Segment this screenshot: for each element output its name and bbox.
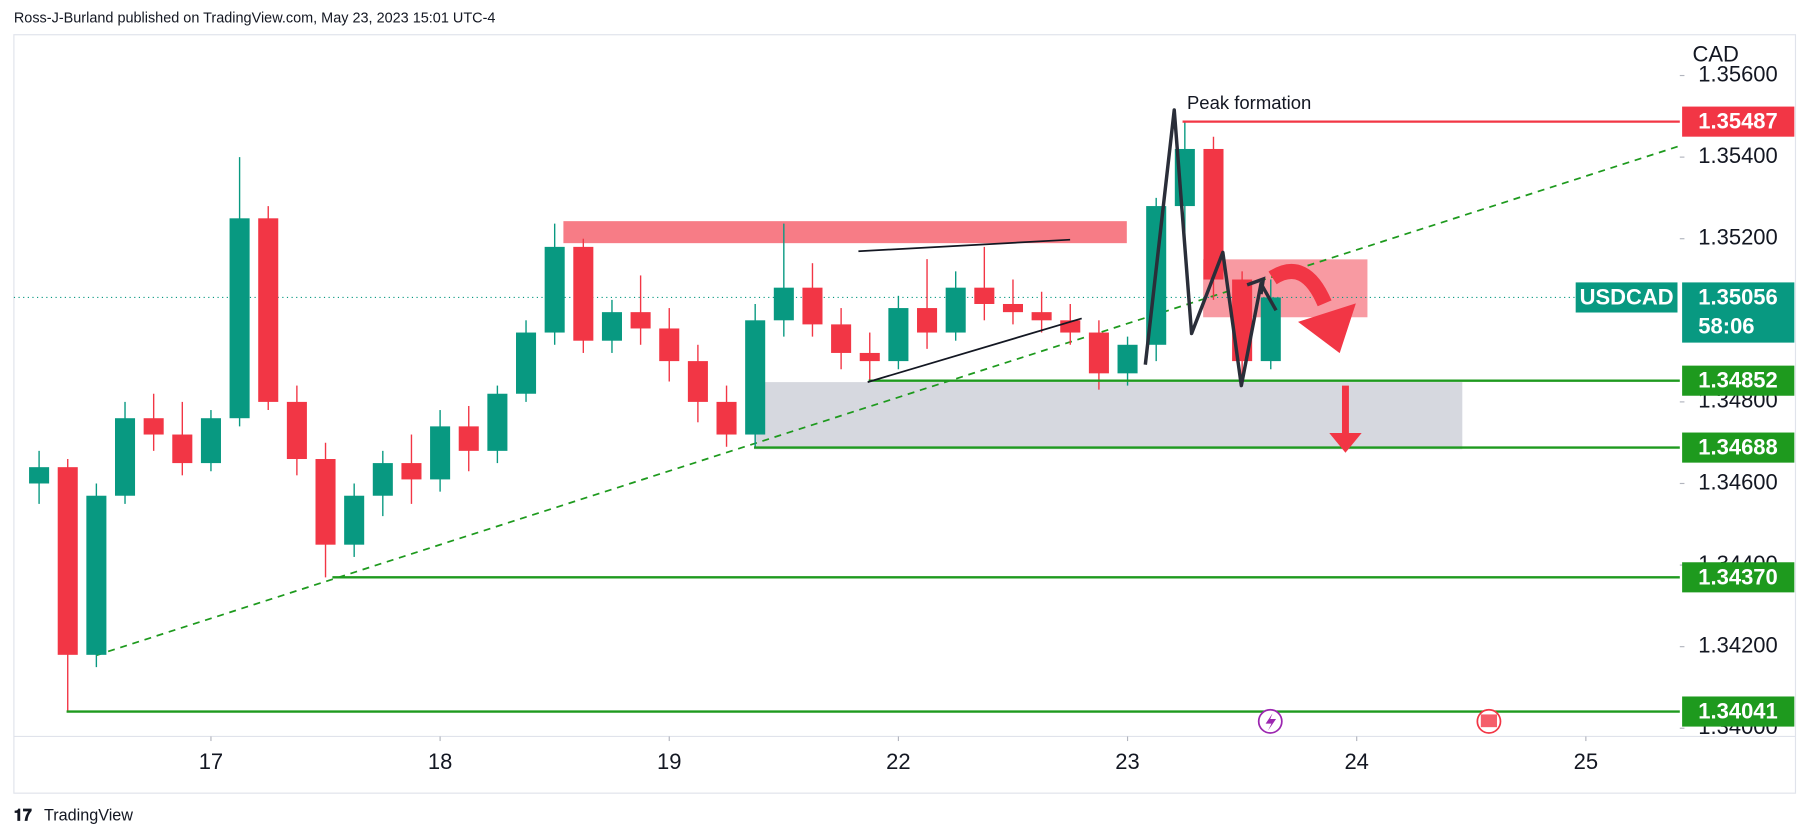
candle-body bbox=[917, 308, 938, 333]
footer-logo-mark: 𝟏𝟕 bbox=[14, 807, 32, 825]
price-box bbox=[1682, 282, 1795, 343]
candle-body bbox=[258, 218, 279, 402]
y-tick-label: 1.35200 bbox=[1698, 225, 1777, 250]
x-tick-label: 23 bbox=[1115, 749, 1139, 774]
candle-body bbox=[430, 426, 451, 480]
symbol-box bbox=[1575, 282, 1678, 313]
candle-body bbox=[716, 401, 737, 435]
candle-body bbox=[114, 418, 136, 496]
candle-body bbox=[831, 324, 852, 353]
chart-frame bbox=[13, 34, 1797, 794]
curved-arrow-head bbox=[1298, 303, 1356, 354]
countdown-label: 58:06 bbox=[1698, 313, 1754, 338]
footer-logo: TradingView bbox=[44, 807, 133, 825]
x-tick-label: 22 bbox=[886, 749, 910, 774]
trendline bbox=[95, 145, 1681, 657]
candle-body bbox=[172, 434, 193, 464]
resistance-zone bbox=[563, 221, 1127, 244]
currency: CAD bbox=[1693, 41, 1739, 66]
candle-body bbox=[458, 426, 479, 451]
levels bbox=[66, 120, 1680, 713]
x-tick-label: 18 bbox=[428, 749, 452, 774]
level-label: 1.34852 bbox=[1698, 368, 1777, 393]
candle-body bbox=[659, 328, 680, 362]
candle-body bbox=[945, 287, 966, 333]
candle-body bbox=[344, 495, 365, 545]
candle-body bbox=[516, 332, 537, 394]
annotation: Peak formation bbox=[1187, 92, 1311, 113]
x-tick-label: 19 bbox=[657, 749, 681, 774]
level-box bbox=[1682, 365, 1795, 396]
curved-arrow bbox=[1268, 263, 1332, 307]
candle-body bbox=[1031, 312, 1052, 321]
candle-body bbox=[1117, 344, 1138, 374]
event-flag-fill bbox=[1480, 714, 1498, 728]
down-arrow-head bbox=[1329, 433, 1362, 453]
candle-body bbox=[229, 218, 250, 419]
candle-body bbox=[573, 246, 594, 341]
candle-body bbox=[1088, 332, 1109, 374]
candle-body bbox=[200, 418, 221, 464]
zigzag-arrow bbox=[1246, 276, 1266, 295]
candle-body bbox=[286, 401, 307, 460]
x-tick-label: 25 bbox=[1574, 749, 1598, 774]
candle-body bbox=[29, 467, 50, 484]
candle-body bbox=[86, 495, 107, 655]
candle-body bbox=[1002, 303, 1024, 313]
symbol-label: USDCAD bbox=[1580, 284, 1674, 309]
candle-body bbox=[888, 308, 909, 362]
y-tick-label: 1.35600 bbox=[1698, 61, 1777, 86]
level-box bbox=[1682, 432, 1795, 463]
candle-body bbox=[487, 393, 508, 451]
candle-body bbox=[974, 287, 995, 304]
candle-body bbox=[1232, 279, 1253, 362]
event-icon-bolt bbox=[1265, 713, 1277, 731]
candle-body bbox=[372, 463, 393, 496]
candle-body bbox=[773, 287, 794, 321]
x-tick-label: 17 bbox=[199, 749, 223, 774]
level-label: 1.34041 bbox=[1698, 698, 1777, 723]
y-tick-label: 1.35400 bbox=[1698, 143, 1777, 168]
drawings-back bbox=[95, 145, 1681, 657]
price-label: 1.35056 bbox=[1698, 284, 1777, 309]
wedge-line bbox=[867, 317, 1082, 383]
candle-body bbox=[544, 246, 565, 333]
level-box bbox=[1682, 562, 1795, 593]
candle-body bbox=[859, 352, 880, 362]
level-label: 1.35487 bbox=[1698, 109, 1777, 134]
candle-body bbox=[802, 287, 823, 325]
level-label: 1.34688 bbox=[1698, 435, 1777, 460]
y-tick-label: 1.34200 bbox=[1698, 632, 1777, 657]
candle-body bbox=[143, 418, 164, 435]
candle-body bbox=[401, 463, 422, 480]
candle-body bbox=[1260, 297, 1281, 362]
candle-body bbox=[745, 320, 766, 435]
axes: 1.356001.354001.352001.348001.346001.344… bbox=[199, 61, 1795, 774]
level-box bbox=[1682, 106, 1795, 137]
candle-body bbox=[315, 459, 336, 545]
level-label: 1.34370 bbox=[1698, 564, 1777, 589]
y-tick-label: 1.34600 bbox=[1698, 469, 1777, 494]
candles bbox=[13, 121, 1680, 712]
header: Ross-J-Burland published on TradingView.… bbox=[14, 10, 496, 26]
level-box bbox=[1682, 696, 1795, 727]
wedge-line bbox=[858, 238, 1071, 253]
candle-body bbox=[630, 312, 651, 329]
drawings bbox=[858, 108, 1502, 734]
candle-body bbox=[601, 312, 622, 341]
x-tick-label: 24 bbox=[1344, 749, 1368, 774]
candle-body bbox=[1203, 148, 1224, 280]
candle-body bbox=[687, 361, 708, 402]
candle-body bbox=[57, 467, 78, 655]
